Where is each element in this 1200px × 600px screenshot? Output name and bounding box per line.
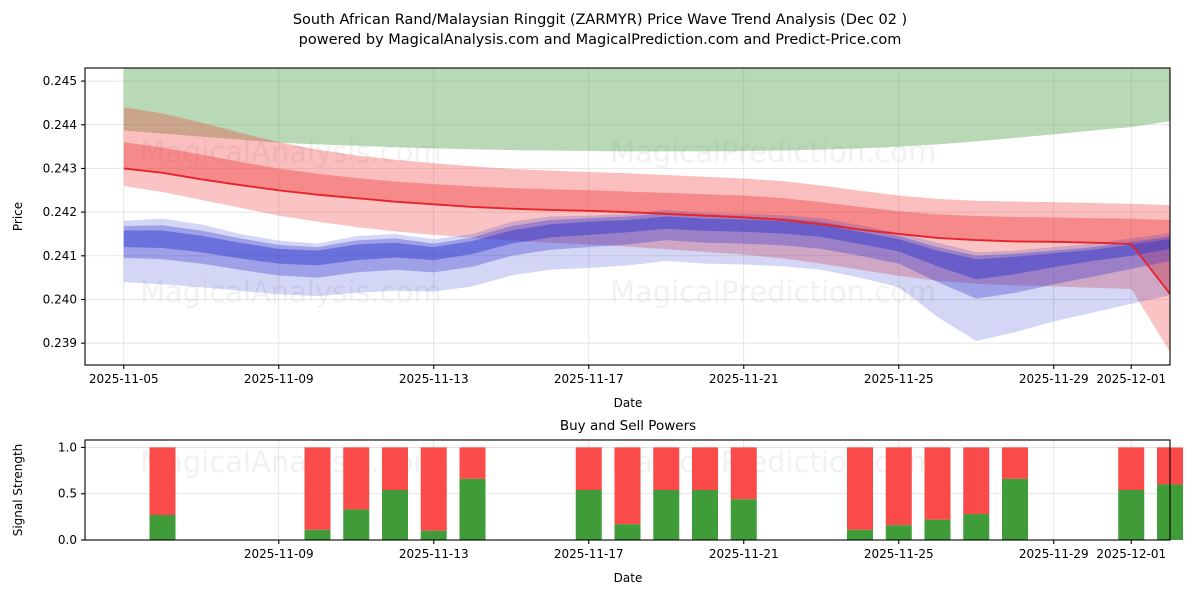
watermark: MagicalPrediction.com	[610, 135, 936, 169]
sub-xaxis-label: Date	[614, 571, 643, 585]
buy-power-bar	[575, 490, 602, 540]
xtick-label: 2025-11-17	[554, 372, 624, 386]
buy-power-bar	[304, 529, 331, 540]
xtick-label: 2025-11-29	[1019, 372, 1089, 386]
sub-axes-frame	[84, 439, 1171, 541]
sell-power-bar	[847, 447, 873, 530]
band-blue-wave-band-inner	[123, 213, 1170, 299]
band-blue-core-band	[123, 216, 1170, 280]
ytick-label: 1.0	[58, 440, 77, 454]
buy-power-bar	[1002, 478, 1028, 540]
band-blue-wave-band-outer	[123, 209, 1170, 341]
ytick-label: 0.244	[43, 118, 77, 132]
buy-power-bar	[653, 490, 680, 540]
sub-yaxis-label: Signal Strength	[11, 444, 25, 537]
buy-power-bar	[1118, 490, 1145, 540]
band-outer-red-band	[123, 107, 1170, 294]
buy-power-bar	[730, 499, 757, 540]
page-title: South African Rand/Malaysian Ringgit (ZA…	[0, 0, 1200, 50]
buy-power-bar	[924, 519, 951, 540]
ytick-label: 0.239	[43, 336, 77, 350]
band-inner-red-band	[123, 142, 1170, 294]
sell-power-bar	[692, 447, 718, 490]
watermark: MagicalAnalysis.com	[140, 275, 442, 309]
xtick-label: 2025-11-29	[1019, 547, 1089, 561]
sell-power-bar	[575, 447, 602, 490]
sell-power-bar	[149, 447, 176, 515]
ytick-label: 0.241	[43, 249, 77, 263]
sell-power-bar	[730, 447, 757, 500]
buy-power-bar	[343, 509, 370, 540]
sell-power-bar	[304, 447, 331, 530]
xtick-label: 2025-11-21	[709, 547, 779, 561]
xtick-label: 2025-11-09	[244, 547, 314, 561]
xtick-label: 2025-11-13	[399, 547, 469, 561]
xtick-label: 2025-11-25	[864, 372, 934, 386]
ytick-label: 0.245	[43, 74, 77, 88]
xtick-label: 2025-11-21	[709, 372, 779, 386]
watermark: MagicalAnalysis.com	[140, 135, 442, 169]
sell-power-bar	[614, 447, 641, 525]
sell-power-bar	[653, 447, 680, 490]
ytick-label: 0.0	[58, 533, 77, 547]
main-xaxis-label: Date	[614, 396, 643, 410]
main-plot-bg	[85, 68, 1170, 365]
xtick-label: 2025-12-01	[1096, 547, 1166, 561]
band-lower-red-band	[123, 168, 1170, 352]
price-wave-chart: MagicalAnalysis.com MagicalPrediction.com…	[11, 67, 1183, 585]
watermark: MagicalPrediction.com	[610, 275, 936, 309]
sell-power-bar	[382, 447, 408, 490]
xtick-label: 2025-12-01	[1096, 372, 1166, 386]
ytick-label: 0.243	[43, 161, 77, 175]
buy-power-bar	[885, 525, 912, 540]
buy-power-bar	[382, 490, 408, 540]
buy-power-bar	[963, 514, 990, 540]
xtick-label: 2025-11-09	[244, 372, 314, 386]
xtick-label: 2025-11-05	[89, 372, 159, 386]
sub-chart-title: Buy and Sell Powers	[560, 418, 696, 434]
band-upper-resistance-band	[123, 68, 1170, 152]
sell-power-bar	[885, 447, 912, 526]
buy-power-bar	[149, 515, 176, 540]
sell-power-bar	[459, 447, 486, 479]
sell-power-bar	[924, 447, 951, 520]
buy-power-bar	[614, 524, 641, 540]
price-line	[123, 167, 1171, 295]
main-axes-frame	[84, 67, 1171, 366]
main-yaxis-label: Price	[11, 202, 25, 231]
sell-power-bar	[420, 447, 447, 531]
xtick-label: 2025-11-13	[399, 372, 469, 386]
sell-power-bar	[343, 447, 370, 510]
ytick-label: 0.5	[58, 487, 77, 501]
xtick-label: 2025-11-25	[864, 547, 934, 561]
sell-power-bar	[1118, 447, 1145, 490]
ytick-label: 0.240	[43, 292, 77, 306]
buy-power-bar	[692, 490, 718, 540]
buy-power-bar	[847, 529, 873, 540]
buy-power-bar	[459, 478, 486, 540]
xtick-label: 2025-11-17	[554, 547, 624, 561]
sell-power-bar	[1002, 447, 1028, 479]
buy-power-bar	[420, 530, 447, 540]
title-line-2: powered by MagicalAnalysis.com and Magic…	[298, 32, 902, 48]
ytick-label: 0.242	[43, 205, 77, 219]
sell-power-bar	[963, 447, 990, 515]
title-line-1: South African Rand/Malaysian Ringgit (ZA…	[292, 12, 908, 28]
